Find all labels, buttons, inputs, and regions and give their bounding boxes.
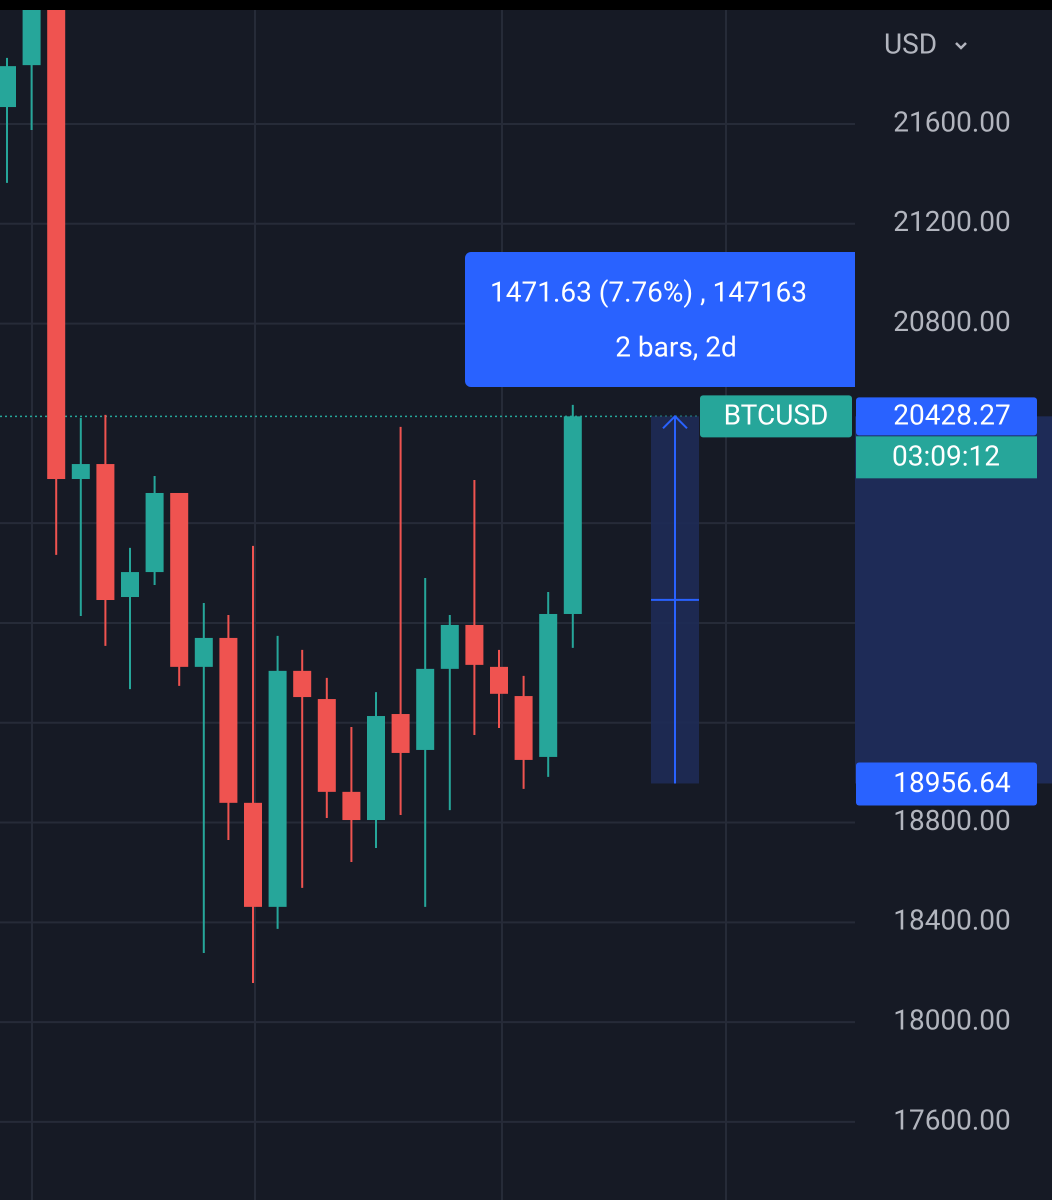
top-bar	[0, 0, 1052, 10]
y-tick-label: 18800.00	[893, 804, 1011, 837]
measure-from-label: 18956.64	[893, 766, 1011, 799]
candle-body	[194, 637, 213, 667]
candle-body	[440, 624, 459, 669]
candle-body	[47, 10, 66, 480]
candle-body	[563, 416, 582, 614]
measure-line1: 1471.63 (7.76%) , 147163	[490, 275, 807, 308]
candle-body	[391, 714, 410, 753]
candle-body	[244, 802, 262, 907]
candle-body	[539, 613, 558, 757]
measure-tooltip	[465, 252, 855, 387]
countdown-label: 03:09:12	[892, 440, 1000, 473]
candle-body	[121, 572, 139, 598]
candle-body	[22, 10, 41, 66]
countdown-tag	[856, 436, 1037, 479]
y-tick-label: 17600.00	[893, 1103, 1011, 1136]
candle-body	[293, 670, 312, 698]
candle-body	[416, 668, 435, 750]
plot-area: 1471.63 (7.76%) , 147163 2 bars, 2d	[0, 10, 855, 1123]
measure-arrow-head	[662, 414, 688, 430]
currency-chevron[interactable]	[955, 42, 967, 50]
candle-body	[465, 624, 484, 665]
candle-body	[367, 716, 385, 821]
y-tick-label: 18000.00	[893, 1004, 1011, 1037]
candle-body	[317, 699, 336, 792]
measure-line2: 2 bars, 2d	[615, 330, 737, 363]
y-tick-label: 18400.00	[893, 904, 1011, 937]
candle-body	[145, 492, 164, 573]
last-price-label: 20428.27	[893, 399, 1011, 432]
symbol-tag	[700, 395, 852, 438]
candle-body	[490, 666, 508, 694]
grid	[31, 10, 727, 1200]
last-price-tag	[856, 397, 1037, 436]
candle-body	[268, 670, 287, 907]
measure-from-tag	[856, 762, 1037, 806]
candle-body	[219, 637, 238, 803]
candle-body	[170, 492, 189, 667]
y-tick-label: 20800.00	[893, 305, 1011, 338]
candle-body	[71, 464, 90, 480]
candle-body	[0, 66, 16, 108]
candle-body	[342, 791, 361, 821]
symbol-label: BTCUSD	[724, 399, 829, 432]
candle-body	[514, 696, 533, 760]
candle-body	[96, 464, 115, 601]
y-tick-label: 21600.00	[893, 105, 1011, 138]
y-tick-label: 21200.00	[893, 205, 1011, 238]
currency[interactable]: USD	[884, 27, 937, 60]
